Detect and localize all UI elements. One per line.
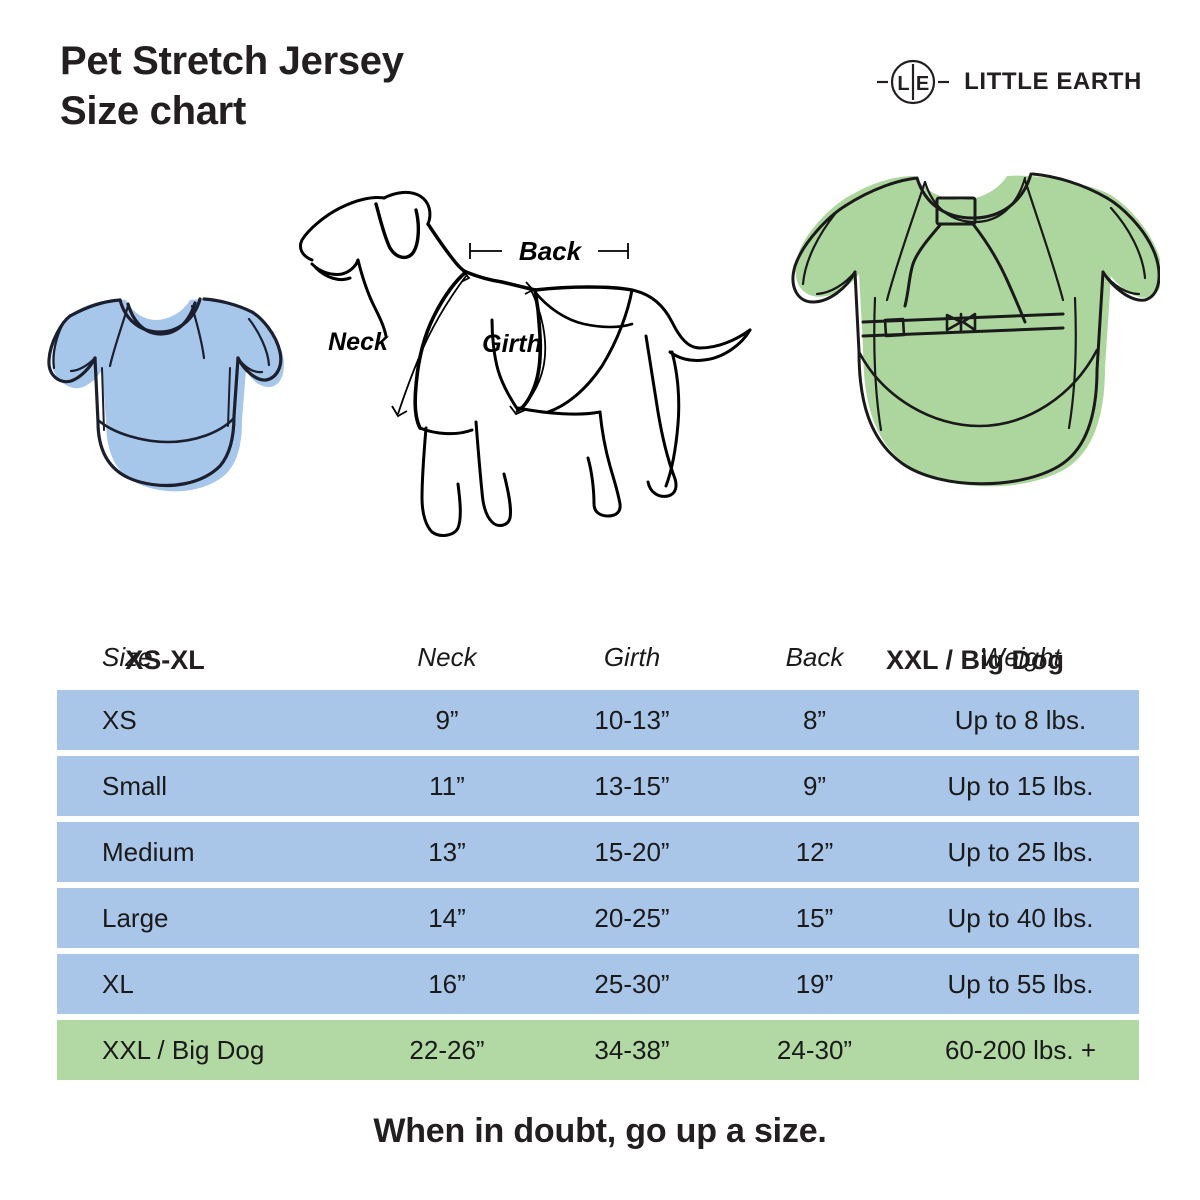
cell-neck: 11” (429, 770, 465, 801)
cell-neck: 22-26” (409, 1034, 485, 1065)
label-back: Back (519, 236, 583, 266)
cell-girth: 13-15” (594, 770, 670, 801)
cell-girth: 20-25” (594, 902, 670, 933)
cell-size: XXL / Big Dog (102, 1034, 265, 1065)
cell-back: 12” (795, 836, 834, 867)
cell-girth: 10-13” (594, 704, 670, 735)
little-earth-monogram-icon: L E (877, 59, 950, 105)
cell-size: Large (102, 902, 169, 933)
pet-jersey-front-green-icon (791, 172, 1160, 487)
illustrations-row: XS-XL (0, 140, 1200, 712)
table-row: Small 11” 13-15” 9” Up to 15 lbs. (57, 756, 1139, 816)
footer-note: When in doubt, go up a size. (373, 1112, 827, 1150)
table-row: XXL / Big Dog 22-26” 34-38” 24-30” 60-20… (57, 1020, 1139, 1080)
column-header-weight: Weight (980, 642, 1061, 672)
cell-size: XL (102, 968, 134, 999)
cell-size: Medium (102, 836, 195, 867)
table-row: XL 16” 25-30” 19” Up to 55 lbs. (57, 954, 1139, 1014)
svg-text:L: L (898, 73, 910, 95)
cell-back: 8” (802, 704, 827, 735)
label-neck: Neck (328, 328, 389, 356)
cell-neck: 14” (428, 902, 466, 933)
column-header-girth: Girth (603, 642, 661, 672)
cell-back: 15” (795, 902, 834, 933)
cell-neck: 9” (435, 704, 459, 735)
dog-measurement-diagram-icon: Neck Girth Back (298, 190, 752, 537)
page-header: Pet Stretch Jersey Size chart L E LITTLE… (0, 0, 1200, 150)
column-header-neck: Neck (417, 642, 477, 672)
cell-weight: Up to 55 lbs. (947, 968, 1094, 999)
cell-back: 24-30” (776, 1034, 853, 1065)
brand-logo: L E LITTLE EARTH (876, 58, 1142, 106)
pet-jersey-front-blue-icon (47, 297, 284, 492)
cell-weight: Up to 8 lbs. (954, 704, 1087, 735)
table-row: Medium 13” 15-20” 12” Up to 25 lbs. (57, 822, 1139, 882)
column-header-size: Size (102, 642, 153, 672)
label-girth: Girth (482, 330, 542, 358)
caption-xs-xl: XS-XL (125, 645, 205, 675)
cell-size: Small (102, 770, 168, 801)
table-header-row: Size Neck Girth Back Weight (57, 630, 1139, 685)
cell-neck: 13” (428, 836, 466, 867)
cell-neck: 16” (428, 968, 466, 999)
size-chart-table: Size Neck Girth Back Weight XS 9” 10-13”… (57, 630, 1139, 1086)
column-header-back: Back (785, 642, 844, 672)
cell-size: XS (102, 704, 137, 735)
cell-back: 19” (795, 968, 834, 999)
table-row: XS 9” 10-13” 8” Up to 8 lbs. (57, 690, 1139, 750)
page-title: Pet Stretch Jersey Size chart (60, 39, 404, 133)
cell-weight: Up to 25 lbs. (947, 836, 1094, 867)
table-row: Large 14” 20-25” 15” Up to 40 lbs. (57, 888, 1139, 948)
cell-girth: 25-30” (594, 968, 670, 999)
cell-back: 9” (802, 770, 827, 801)
cell-weight: Up to 15 lbs. (947, 770, 1094, 801)
brand-name: LITTLE EARTH (964, 68, 1142, 95)
caption-xxl: XXL / Big Dog (885, 645, 1064, 675)
cell-girth: 15-20” (594, 836, 670, 867)
cell-weight: Up to 40 lbs. (947, 902, 1094, 933)
svg-text:E: E (916, 73, 929, 95)
cell-girth: 34-38” (594, 1034, 670, 1065)
cell-weight: 60-200 lbs. + (944, 1034, 1097, 1065)
